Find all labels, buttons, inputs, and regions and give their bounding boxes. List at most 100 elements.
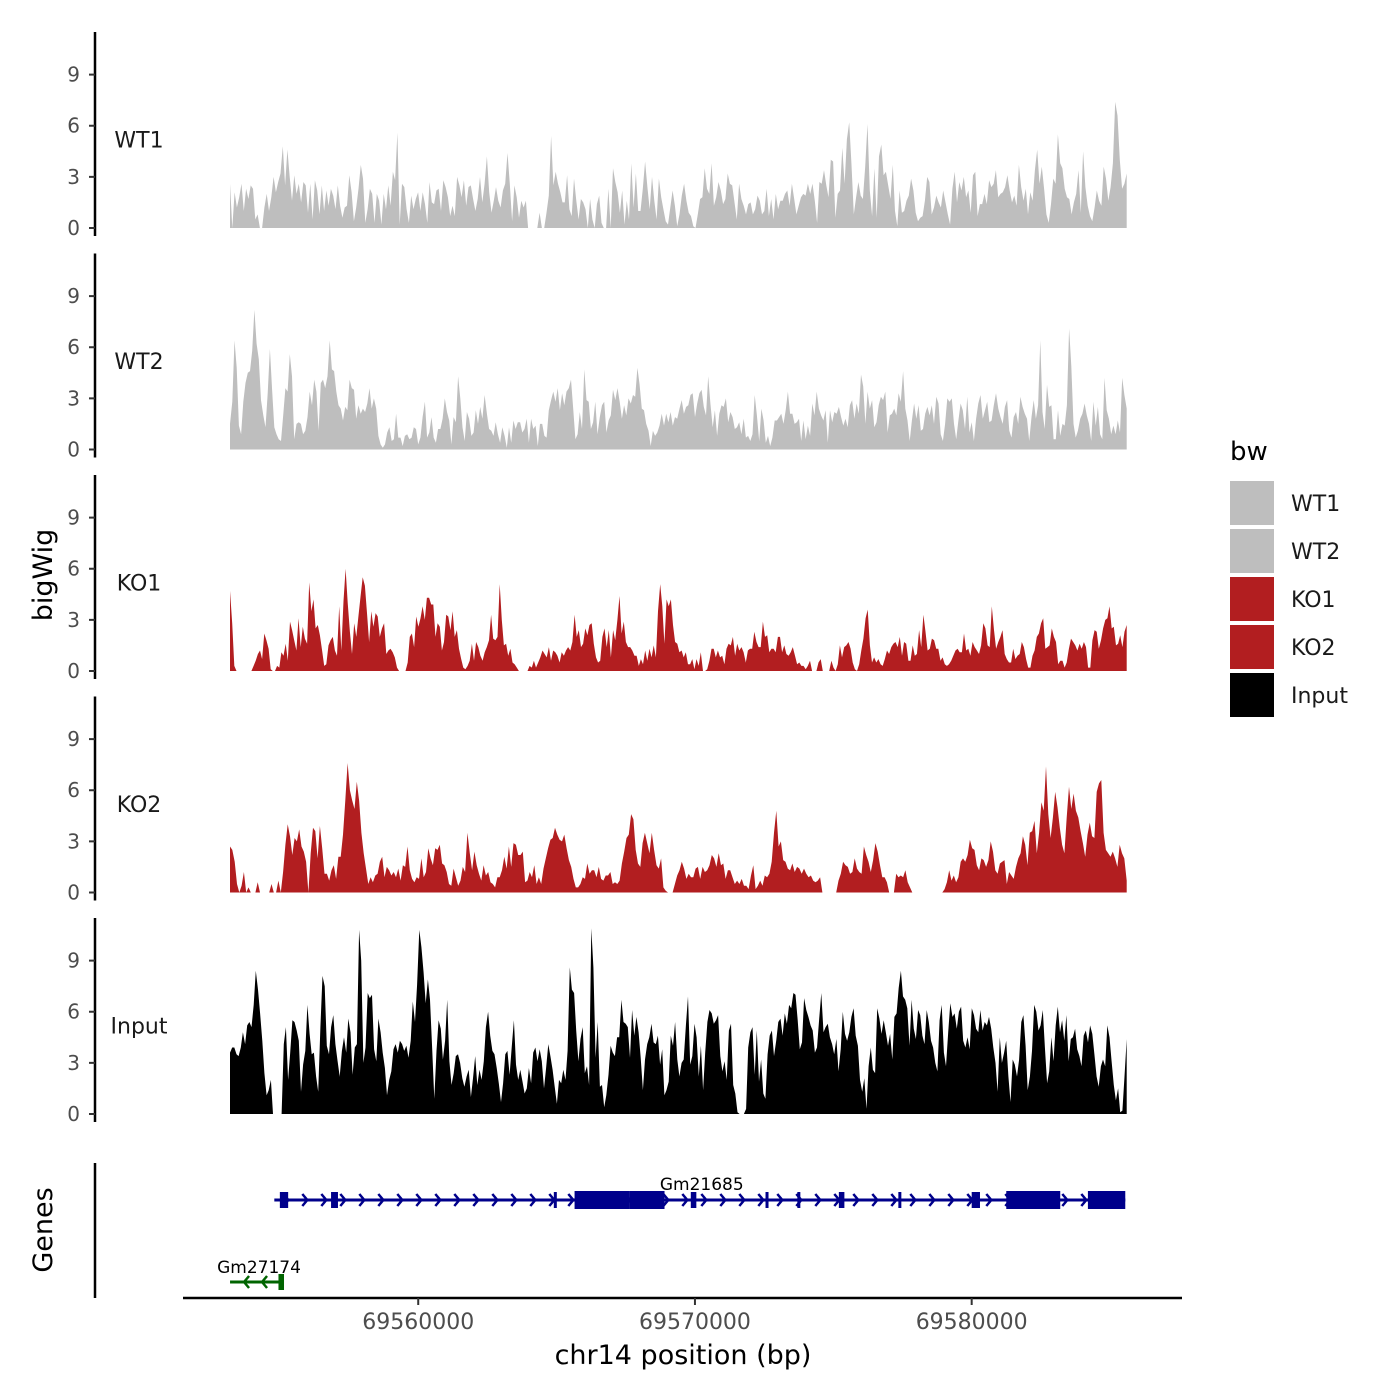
y-tick-label: 6	[67, 1000, 80, 1024]
legend-label-wt1: WT1	[1291, 492, 1340, 517]
track-ko2: 0 3 6 9 KO2	[67, 696, 1127, 905]
exon	[971, 1192, 980, 1208]
y-tick-label: 6	[67, 557, 80, 581]
signal-tracks: 0 3 6 9 WT1 0 3 6 9 WT2 0 3 6 9 KO1 0 3 6 9 KO2 0 3 6 9 Input	[67, 32, 1127, 1126]
y-tick-label: 9	[67, 63, 80, 87]
strand-arrow	[719, 1193, 727, 1207]
strand-arrow	[814, 1193, 822, 1207]
gene-gm27174: Gm27174	[217, 1258, 301, 1290]
strand-arrow	[396, 1193, 404, 1207]
strand-arrow	[909, 1193, 917, 1207]
track-wt2: 0 3 6 9 WT2	[67, 253, 1127, 462]
track-ko1: 0 3 6 9 KO1	[67, 475, 1127, 683]
y-tick-label: 0	[67, 438, 80, 462]
strand-arrow	[852, 1193, 860, 1207]
track-label-ko2: KO2	[117, 793, 162, 818]
strand-arrow	[738, 1193, 746, 1207]
strand-arrow	[947, 1193, 955, 1207]
y-tick-label: 9	[67, 506, 80, 530]
area-series-input	[230, 928, 1127, 1114]
strand-arrow	[491, 1193, 499, 1207]
legend-key-wt2	[1230, 529, 1274, 573]
strand-arrow	[985, 1193, 993, 1207]
exon	[629, 1191, 665, 1209]
legend: bw WT1 WT2 KO1 KO2 Input	[1230, 437, 1348, 717]
x-tick-label: 69580000	[916, 1310, 1028, 1335]
legend-key-input	[1230, 673, 1274, 717]
exon	[838, 1192, 845, 1208]
strand-arrow	[776, 1193, 784, 1207]
strand-arrow	[415, 1193, 423, 1207]
area-series-ko2	[230, 763, 1127, 893]
exon	[278, 1274, 285, 1290]
y-tick-label: 0	[67, 659, 80, 683]
y-tick-label: 9	[67, 284, 80, 308]
exon	[574, 1191, 630, 1209]
y-tick-label: 0	[67, 216, 80, 240]
strand-arrow	[358, 1193, 366, 1207]
y-tick-label: 9	[67, 949, 80, 973]
strand-arrow	[260, 1275, 269, 1289]
strand-arrow	[662, 1193, 670, 1207]
strand-arrow	[1061, 1193, 1069, 1207]
legend-label-ko1: KO1	[1291, 588, 1336, 613]
exon	[553, 1192, 557, 1208]
y-axis-title: bigWig	[28, 529, 59, 622]
y-tick-label: 6	[67, 335, 80, 359]
gene-label: Gm21685	[660, 1175, 744, 1195]
strand-arrow	[339, 1193, 347, 1207]
strand-arrow	[928, 1193, 936, 1207]
exon	[331, 1192, 338, 1208]
y-tick-label: 3	[67, 386, 80, 410]
strand-arrow	[320, 1193, 328, 1207]
exon	[898, 1192, 902, 1208]
legend-key-wt1	[1230, 481, 1274, 525]
x-axis: 69560000 69570000 69580000	[183, 1296, 1182, 1335]
strand-arrow	[529, 1193, 537, 1207]
area-series-wt1	[230, 101, 1127, 228]
strand-arrow	[700, 1193, 708, 1207]
y-tick-label: 0	[67, 881, 80, 905]
x-tick-label: 69570000	[639, 1310, 751, 1335]
track-label-wt1: WT1	[114, 128, 163, 153]
area-series-wt2	[230, 309, 1127, 450]
x-axis-title: chr14 position (bp)	[555, 1340, 812, 1371]
legend-label-ko2: KO2	[1291, 636, 1336, 661]
gene-label: Gm27174	[217, 1258, 301, 1278]
strand-arrow	[871, 1193, 879, 1207]
legend-key-ko1	[1230, 577, 1274, 621]
track-label-ko1: KO1	[117, 571, 162, 596]
strand-arrow	[1080, 1193, 1088, 1207]
y-tick-label: 3	[67, 608, 80, 632]
strand-arrow	[890, 1193, 898, 1207]
strand-arrow	[681, 1193, 689, 1207]
legend-label-wt2: WT2	[1291, 540, 1340, 565]
exon	[765, 1192, 769, 1208]
strand-arrow	[377, 1193, 385, 1207]
x-tick-label: 69560000	[362, 1310, 474, 1335]
area-series-ko1	[230, 568, 1127, 671]
gene-track: Genes Gm21685 Gm27174	[28, 1163, 1126, 1298]
strand-arrow	[453, 1193, 461, 1207]
exon	[1087, 1191, 1126, 1209]
exon	[1006, 1191, 1061, 1209]
track-label-input: Input	[111, 1014, 168, 1039]
strand-arrow	[434, 1193, 442, 1207]
strand-arrow	[301, 1193, 309, 1207]
y-tick-label: 3	[67, 165, 80, 189]
legend-title: bw	[1230, 437, 1268, 467]
strand-arrow	[757, 1193, 765, 1207]
exon	[797, 1192, 801, 1208]
y-tick-label: 3	[67, 829, 80, 853]
track-input: 0 3 6 9 Input	[67, 918, 1127, 1126]
gene-gm21685: Gm21685	[274, 1175, 1126, 1209]
y-tick-label: 9	[67, 727, 80, 751]
legend-key-ko2	[1230, 625, 1274, 669]
y-tick-label: 0	[67, 1102, 80, 1126]
genes-axis-label: Genes	[28, 1187, 59, 1272]
y-tick-label: 6	[67, 114, 80, 138]
legend-label-input: Input	[1291, 684, 1348, 709]
strand-arrow	[242, 1275, 251, 1289]
strand-arrow	[567, 1193, 575, 1207]
